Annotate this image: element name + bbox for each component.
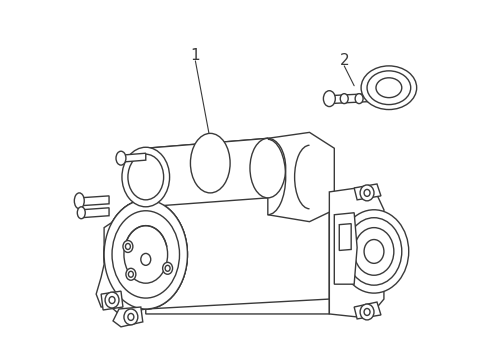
Polygon shape	[146, 138, 268, 207]
Ellipse shape	[128, 271, 133, 277]
Polygon shape	[121, 153, 146, 162]
Ellipse shape	[165, 265, 170, 271]
Ellipse shape	[339, 210, 409, 293]
Ellipse shape	[250, 138, 286, 198]
Polygon shape	[329, 187, 384, 317]
Ellipse shape	[124, 226, 168, 283]
Ellipse shape	[354, 228, 394, 275]
Ellipse shape	[346, 218, 402, 285]
Polygon shape	[146, 190, 329, 314]
Ellipse shape	[376, 78, 402, 98]
Polygon shape	[96, 200, 146, 314]
Ellipse shape	[123, 240, 133, 252]
Polygon shape	[339, 224, 351, 251]
Ellipse shape	[112, 211, 179, 298]
Polygon shape	[329, 94, 369, 104]
Ellipse shape	[355, 94, 363, 104]
Ellipse shape	[77, 207, 85, 219]
Polygon shape	[101, 291, 123, 310]
Ellipse shape	[124, 309, 138, 325]
Text: 1: 1	[191, 49, 200, 63]
Ellipse shape	[105, 292, 119, 308]
Ellipse shape	[141, 253, 151, 265]
Ellipse shape	[323, 91, 335, 107]
Polygon shape	[79, 196, 109, 206]
Ellipse shape	[191, 133, 230, 193]
Ellipse shape	[116, 151, 126, 165]
Ellipse shape	[104, 200, 188, 309]
Ellipse shape	[125, 243, 130, 249]
Ellipse shape	[104, 200, 188, 309]
Polygon shape	[354, 184, 381, 200]
Ellipse shape	[340, 94, 348, 104]
Ellipse shape	[367, 71, 411, 105]
Ellipse shape	[126, 268, 136, 280]
Ellipse shape	[364, 309, 370, 315]
Ellipse shape	[74, 193, 84, 209]
Ellipse shape	[104, 200, 188, 309]
Polygon shape	[113, 307, 143, 327]
Ellipse shape	[122, 147, 170, 207]
Ellipse shape	[364, 189, 370, 196]
Ellipse shape	[128, 314, 134, 320]
Ellipse shape	[128, 154, 164, 200]
Text: 2: 2	[340, 53, 349, 68]
Polygon shape	[268, 132, 334, 222]
Polygon shape	[354, 302, 381, 319]
Ellipse shape	[361, 66, 416, 109]
Polygon shape	[334, 213, 357, 284]
Polygon shape	[81, 208, 109, 218]
Ellipse shape	[163, 262, 172, 274]
Ellipse shape	[109, 297, 115, 303]
Ellipse shape	[360, 304, 374, 320]
Ellipse shape	[364, 239, 384, 264]
Ellipse shape	[360, 185, 374, 201]
